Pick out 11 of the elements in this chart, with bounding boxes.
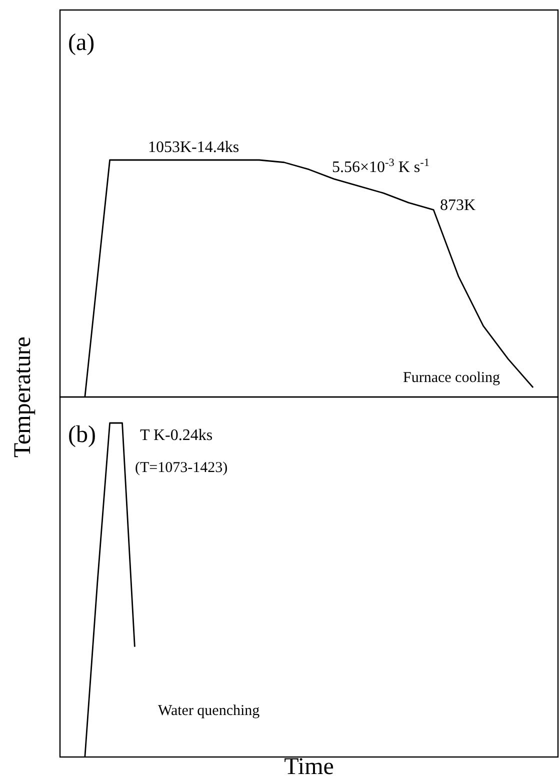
annotation: (T=1073-1423) [135, 460, 228, 476]
x-axis-title: Time [284, 754, 334, 780]
annotation: Water quenching [158, 703, 260, 719]
text: 1053K-14.4ks [148, 139, 240, 156]
annotation: Furnace cooling [403, 370, 501, 386]
text: (a) [68, 30, 95, 56]
annotation: 5.56×10$^{-3}$ K s$^{-1}$ [332, 157, 430, 176]
y-axis-title: Temperature [10, 336, 36, 458]
annotation: T K-0.24ks [140, 427, 213, 444]
annotation: 873K [440, 197, 476, 214]
annotation: (b) [68, 422, 96, 448]
